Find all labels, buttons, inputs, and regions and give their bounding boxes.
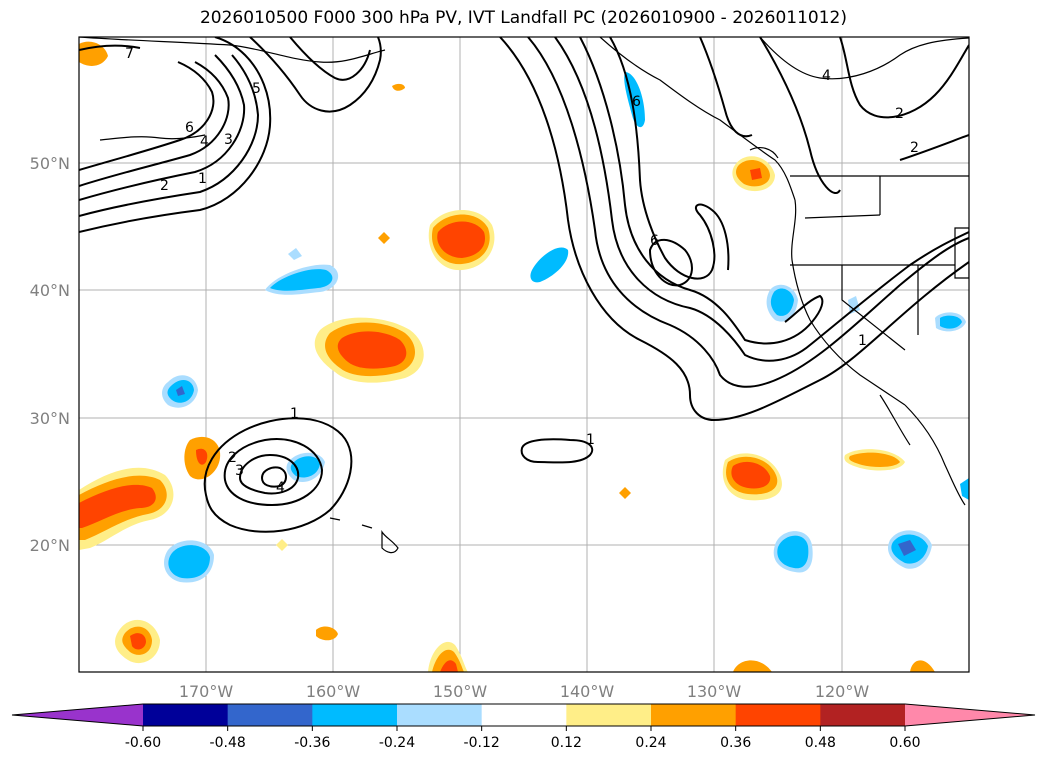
colorbar-segment [651, 704, 737, 726]
lat-label: 20°N [30, 536, 70, 555]
lon-label: 120°W [815, 682, 870, 701]
colorbar-segment [143, 704, 229, 726]
contour-label: 6 [632, 94, 641, 110]
lon-label: 170°W [179, 682, 234, 701]
map-background [79, 37, 969, 672]
colorbar-segment [227, 704, 313, 726]
colorbar-tick-label: -0.60 [125, 735, 161, 751]
colorbar-tick-label: 0.12 [551, 735, 582, 751]
lat-label: 30°N [30, 409, 70, 428]
colorbar-segment [735, 704, 821, 726]
colorbar-tick-label: -0.36 [294, 735, 330, 751]
positive-anomaly-fill [79, 41, 935, 672]
gridlines [79, 37, 969, 672]
contour-label: 6 [185, 120, 194, 136]
latitude-labels: 50°N 40°N 30°N 20°N [30, 154, 70, 555]
colorbar-segment [566, 704, 652, 726]
contour-label: 2 [895, 106, 904, 122]
contour-label: 4 [822, 68, 831, 84]
contour-labels: 7 5 6 4 3 2 1 1 2 3 4 1 6 6 4 2 2 1 [125, 46, 919, 496]
colorbar-tick-label: 0.36 [720, 735, 751, 751]
contour-label: 6 [650, 233, 659, 249]
contour-label: 1 [290, 406, 299, 422]
contour-label: 3 [224, 132, 233, 148]
colorbar-tick-label: 0.48 [805, 735, 836, 751]
contour-label: 3 [235, 463, 244, 479]
contour-label: 7 [125, 46, 134, 62]
colorbar: -0.60 -0.48 -0.36 -0.24 -0.12 0.12 0.24 0.36 0.4… [11, 703, 1036, 751]
negative-anomaly-fill [162, 72, 969, 583]
lon-label: 150°W [433, 682, 488, 701]
colorbar-tick-label: -0.24 [379, 735, 415, 751]
lon-label: 130°W [687, 682, 742, 701]
contour-label: 2 [910, 140, 919, 156]
contour-label: 4 [200, 134, 209, 150]
contour-label: 4 [276, 480, 285, 496]
lon-label: 160°W [306, 682, 361, 701]
pv-contours [79, 37, 969, 533]
colorbar-extend-high [905, 704, 1035, 726]
lat-label: 40°N [30, 281, 70, 300]
map-title: 2026010500 F000 300 hPa PV, IVT Landfall… [199, 8, 847, 28]
lon-label: 140°W [560, 682, 615, 701]
contour-label: 1 [198, 171, 207, 187]
colorbar-tick-label: -0.48 [210, 735, 246, 751]
coastlines [79, 37, 969, 554]
contour-label: 1 [858, 333, 867, 349]
colorbar-segment [820, 704, 906, 726]
colorbar-tick-label: -0.12 [464, 735, 500, 751]
colorbar-extend-low [12, 704, 143, 726]
colorbar-segment [312, 704, 398, 726]
contour-label: 2 [228, 450, 237, 466]
contour-label: 2 [160, 178, 169, 194]
colorbar-tick-label: 0.24 [635, 735, 666, 751]
colorbar-tick-label: 0.60 [889, 735, 920, 751]
colorbar-segment [397, 704, 483, 726]
longitude-labels: 170°W 160°W 150°W 140°W 130°W 120°W [179, 682, 870, 701]
colorbar-segment [481, 704, 567, 726]
map-frame [78, 36, 970, 673]
lat-label: 50°N [30, 154, 70, 173]
contour-label: 1 [586, 432, 595, 448]
contour-label: 5 [252, 81, 261, 97]
